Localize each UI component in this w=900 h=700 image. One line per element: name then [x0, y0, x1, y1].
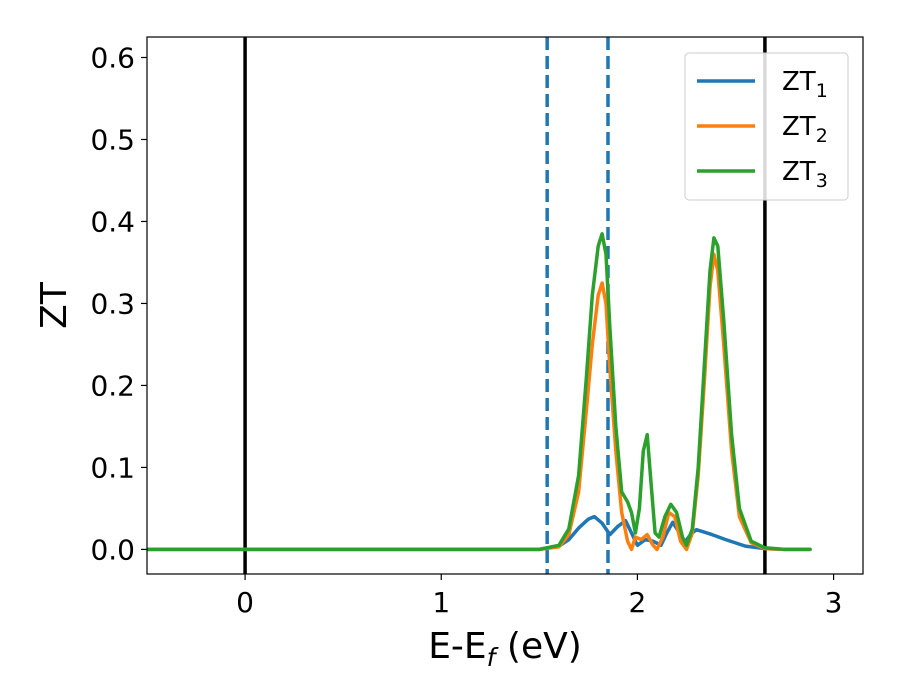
legend-label-zt3: ZT3	[782, 157, 828, 192]
legend-label-subscript: 2	[816, 125, 828, 147]
y-tick-label: 0.1	[90, 451, 135, 484]
legend-label-subscript: 1	[816, 80, 828, 102]
series-line-zt3	[147, 232, 812, 552]
x-tick-label: 3	[825, 586, 843, 619]
axes: 0 1 2 3 0.0 0.1 0.2 0.3 0.4 0.5 0.6 E-Ef (eV) ZT	[34, 36, 864, 672]
legend-label-main: ZT	[782, 112, 816, 142]
y-tick-label: 0.4	[90, 205, 135, 238]
axes-frame	[146, 36, 864, 575]
y-tick-label: 0.2	[90, 369, 135, 402]
x-tick-label: 0	[236, 586, 254, 619]
legend-label-zt1: ZT1	[782, 67, 828, 102]
legend-label-main: ZT	[782, 157, 816, 187]
y-tick-label: 0.5	[90, 123, 135, 156]
x-axis-label-main: E-E	[428, 626, 486, 667]
x-tick-label: 1	[432, 586, 450, 619]
y-tick-label: 0.3	[90, 287, 135, 320]
legend-label-subscript: 3	[816, 170, 828, 192]
x-axis-label-unit: (eV)	[495, 626, 581, 667]
series-line-zt1	[147, 514, 812, 552]
x-axis-label: E-Ef (eV)	[428, 626, 582, 672]
x-tick-label: 2	[628, 586, 646, 619]
legend-label-main: ZT	[782, 67, 816, 97]
legend-box	[684, 52, 849, 201]
y-tick-label: 0.0	[90, 533, 135, 566]
y-axis-label: ZT	[34, 281, 75, 329]
series-line-zt2	[147, 252, 812, 552]
legend-label-zt2: ZT2	[782, 112, 828, 147]
y-tick-label: 0.6	[90, 41, 135, 74]
